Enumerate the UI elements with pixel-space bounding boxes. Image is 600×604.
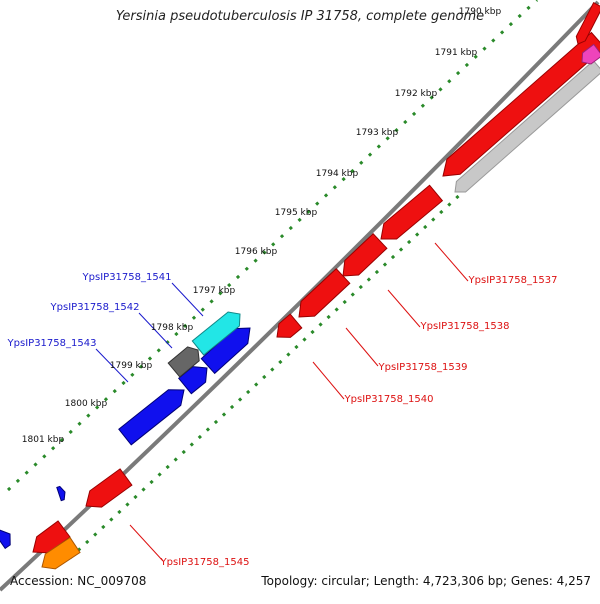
gene-label-reverse: YpsIP31758_1539 [378,362,468,373]
dark-gray-feature [167,346,200,378]
gene-arrow-edge-1 [0,529,11,550]
scale-tick-label: 1800 kbp [65,399,108,409]
gray-feature-band [454,59,600,193]
gene-arrow-1537 [380,184,444,240]
scale-tick-label: 1790 kbp [459,7,502,17]
leader-line-layer [95,242,469,562]
scale-tick-label: 1795 kbp [275,208,318,218]
gene-arrow-1546 [32,520,71,554]
scale-tick-label: 1796 kbp [235,247,278,257]
gene-label-reverse: YpsIP31758_1540 [344,394,434,405]
gene-arrow-1538a [342,232,388,277]
gene-arrow-1541b [200,327,251,375]
orange-feature [41,536,81,570]
gene-leader-line [345,327,379,367]
scale-tick-label: 1792 kbp [395,89,438,99]
scale-tick-label: 1794 kbp [316,169,359,179]
gene-leader-line [312,361,345,400]
cyan-feature [191,311,241,356]
magenta-feature [581,43,600,65]
gene-leader-line [171,282,204,317]
scale-tick-label: 1797 kbp [193,286,236,296]
gene-arrow-1540 [276,313,303,338]
accession-text: Accession: NC_009708 [10,574,147,588]
scale-tick-label: 1791 kbp [435,48,478,58]
gene-arrow-1545 [85,468,133,508]
scale-dot-layer [6,0,600,560]
scale-tick-label: 1793 kbp [356,128,399,138]
gene-arrow-1538b [298,267,351,318]
gene-leader-line [387,289,421,328]
genome-title: Yersinia pseudotuberculosis IP 31758, co… [115,9,485,24]
scale-tick-label: 1801 kbp [22,435,65,445]
gene-label-reverse: YpsIP31758_1537 [468,275,558,286]
gene-arrow-1543 [118,389,185,446]
outer-scale-dots [6,0,539,492]
genome-summary-text: Topology: circular; Length: 4,723,306 bp… [261,574,591,588]
gene-arrow-1542b [177,366,208,395]
gene-label-forward: YpsIP31758_1542 [50,302,140,313]
gene-layer [0,2,600,570]
gene-label-reverse: YpsIP31758_1538 [420,321,510,332]
label-layer: 1790 kbp 1791 kbp 1792 kbp 1793 kbp 1794 kbp… [7,7,558,568]
gene-arrow-small-1 [56,485,66,502]
gene-label-forward: YpsIP31758_1541 [82,272,172,283]
scale-tick-label: 1799 kbp [110,361,153,371]
gene-leader-line [434,242,469,282]
scale-tick-label: 1798 kbp [151,323,194,333]
gene-leader-line [129,524,164,562]
gene-label-forward: YpsIP31758_1543 [7,338,97,349]
gene-leader-line [95,348,129,383]
gene-leader-line [138,312,173,349]
gene-label-reverse: YpsIP31758_1545 [160,557,250,568]
gene-arrow-1536 [442,31,600,177]
gene-arrow-edge-top [575,2,600,45]
